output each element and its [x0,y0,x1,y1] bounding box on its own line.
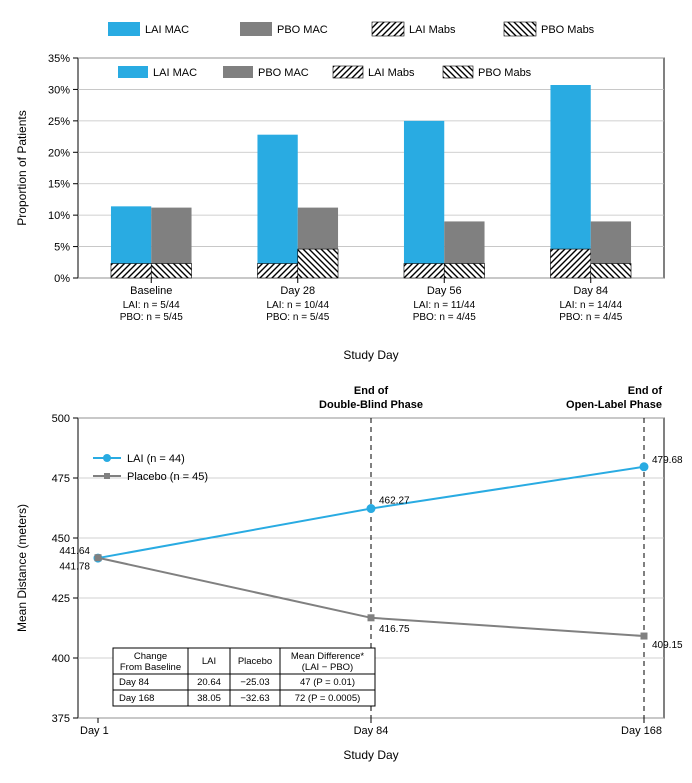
svg-text:From Baseline: From Baseline [120,662,181,673]
svg-text:Placebo (n = 45): Placebo (n = 45) [127,471,208,483]
svg-text:462.27: 462.27 [379,496,410,507]
svg-text:20%: 20% [48,147,70,159]
svg-text:441.78: 441.78 [59,562,90,573]
svg-text:LAI: n = 10/44: LAI: n = 10/44 [266,300,329,311]
svg-text:Double-Blind Phase: Double-Blind Phase [319,399,423,411]
svg-text:End of: End of [628,385,663,397]
svg-text:479.68: 479.68 [652,455,683,466]
svg-text:PBO MAC: PBO MAC [277,24,328,36]
svg-text:409.15: 409.15 [652,640,683,651]
svg-text:500: 500 [52,413,70,425]
svg-text:38.05: 38.05 [197,693,221,704]
svg-text:LAI Mabs: LAI Mabs [368,67,415,79]
svg-text:Mean Difference*: Mean Difference* [291,651,365,662]
svg-text:LAI (n = 44): LAI (n = 44) [127,453,185,465]
svg-text:5%: 5% [54,242,70,254]
svg-text:Study Day: Study Day [343,748,398,762]
line-chart-svg: 375 400 425 450 475 500 Mean Distance (meters)… [8,373,684,773]
svg-text:Study Day: Study Day [343,348,398,362]
svg-text:Day 56: Day 56 [427,285,462,297]
svg-text:LAI: n = 14/44: LAI: n = 14/44 [559,300,622,311]
svg-text:LAI MAC: LAI MAC [145,24,189,36]
svg-text:Day 28: Day 28 [280,285,315,297]
svg-text:72 (P = 0.0005): 72 (P = 0.0005) [295,693,361,704]
svg-text:LAI: n = 11/44: LAI: n = 11/44 [413,300,475,311]
svg-text:Change: Change [134,651,167,662]
svg-text:PBO: n = 5/45: PBO: n = 5/45 [120,312,184,323]
svg-text:Day 84: Day 84 [573,285,608,297]
svg-text:−25.03: −25.03 [240,677,269,688]
bar-chart-svg: 0% 5% 10% 15% 20% 25% 30% 35% Proportion of Pati… [8,8,684,373]
svg-text:25%: 25% [48,116,70,128]
svg-text:Day 1: Day 1 [80,725,109,737]
svg-text:PBO MAC: PBO MAC [258,67,309,79]
svg-text:400: 400 [52,653,70,665]
svg-text:20.64: 20.64 [197,677,221,688]
svg-text:47 (P = 0.01): 47 (P = 0.01) [300,677,355,688]
svg-text:375: 375 [52,713,70,725]
svg-text:0%: 0% [54,273,70,285]
svg-text:Mean Distance (meters): Mean Distance (meters) [15,504,29,632]
svg-text:Placebo: Placebo [238,656,272,667]
svg-text:425: 425 [52,593,70,605]
bar-chart-container: 0% 5% 10% 15% 20% 25% 30% 35% Proportion of Pati… [8,8,684,373]
svg-text:441.64: 441.64 [59,546,90,557]
svg-text:10%: 10% [48,210,70,222]
svg-text:475: 475 [52,473,70,485]
svg-text:Day 84: Day 84 [119,677,149,688]
svg-text:30%: 30% [48,84,70,96]
svg-text:450: 450 [52,533,70,545]
svg-text:PBO Mabs: PBO Mabs [478,67,532,79]
svg-text:−32.63: −32.63 [240,693,269,704]
svg-text:PBO: n = 4/45: PBO: n = 4/45 [413,312,477,323]
svg-text:416.75: 416.75 [379,624,410,635]
svg-text:Open-Label Phase: Open-Label Phase [566,399,662,411]
svg-text:LAI: n = 5/44: LAI: n = 5/44 [123,300,180,311]
svg-text:LAI MAC: LAI MAC [153,67,197,79]
svg-text:LAI Mabs: LAI Mabs [409,24,456,36]
svg-text:35%: 35% [48,53,70,65]
svg-text:Proportion of Patients: Proportion of Patients [15,110,29,225]
svg-text:(LAI − PBO): (LAI − PBO) [302,662,353,673]
svg-text:PBO Mabs: PBO Mabs [541,24,595,36]
svg-text:End of: End of [354,385,389,397]
svg-text:Day 168: Day 168 [621,725,662,737]
svg-text:PBO: n = 4/45: PBO: n = 4/45 [559,312,623,323]
line-chart-container: 375 400 425 450 475 500 Mean Distance (meters)… [8,373,684,773]
svg-text:15%: 15% [48,179,70,191]
svg-text:Day 168: Day 168 [119,693,154,704]
svg-text:PBO: n = 5/45: PBO: n = 5/45 [266,312,330,323]
svg-text:LAI: LAI [202,656,216,667]
svg-text:Day 84: Day 84 [354,725,389,737]
svg-text:Baseline: Baseline [130,285,172,297]
